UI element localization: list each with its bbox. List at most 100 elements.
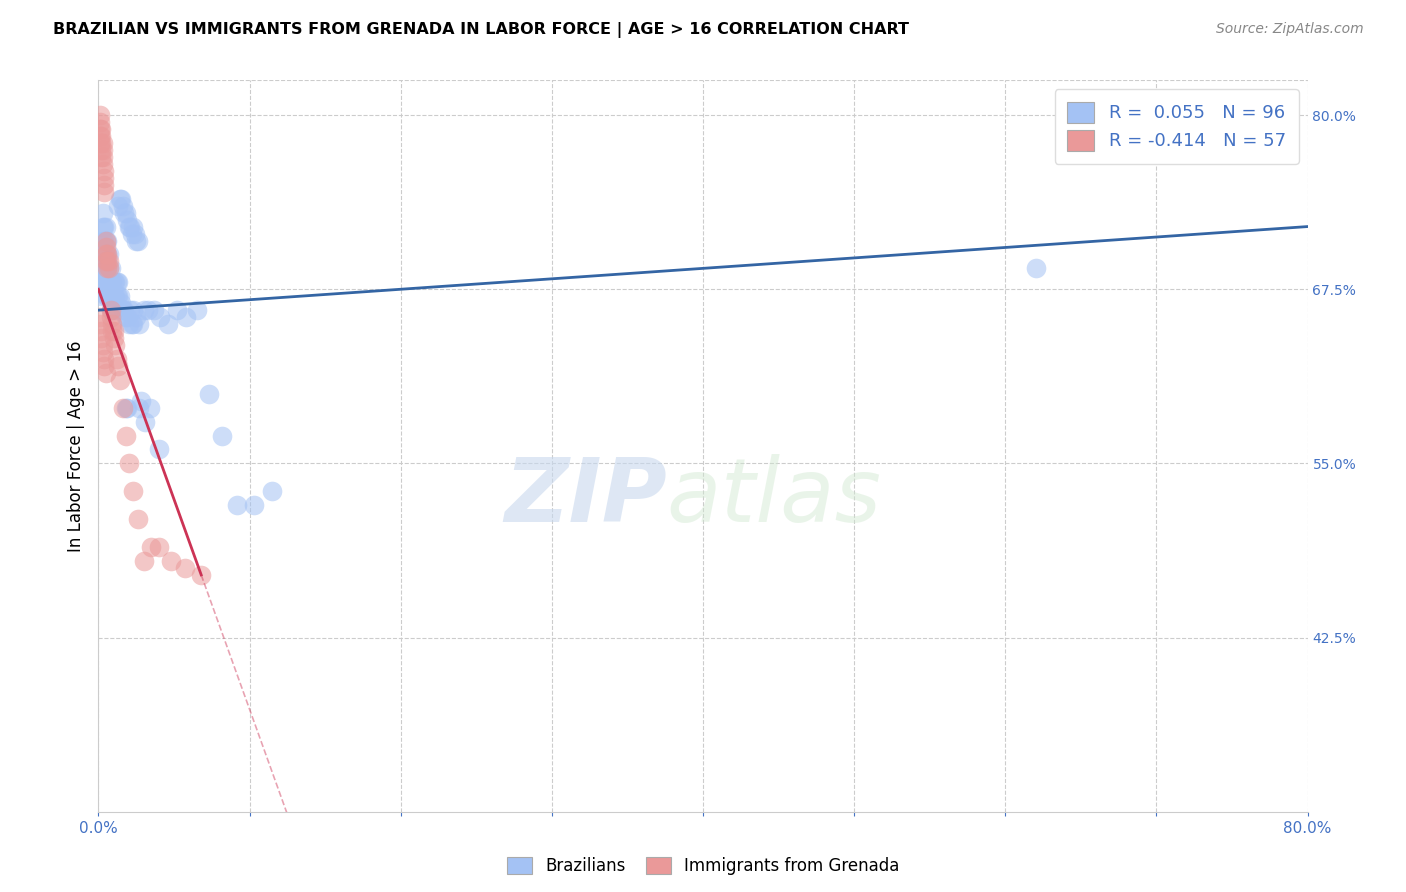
Point (122, 219, 145, 234)
Point (125, 310, 148, 325)
Point (111, 199, 134, 213)
Point (122, 484, 145, 499)
Point (114, 205, 136, 219)
Point (98, 261, 121, 276)
Point (105, 275, 128, 289)
Point (127, 512, 149, 526)
Point (103, 324, 125, 338)
Point (90, 289, 112, 303)
Point (89, 122, 111, 136)
Point (118, 219, 141, 234)
Point (101, 303, 124, 318)
Point (91, 143, 114, 157)
Point (128, 401, 150, 415)
Point (98, 261, 121, 276)
Point (120, 303, 142, 318)
Point (211, 428, 233, 442)
Point (93, 178, 115, 192)
Point (112, 205, 135, 219)
Point (91, 157, 114, 171)
Point (115, 310, 138, 325)
Text: BRAZILIAN VS IMMIGRANTS FROM GRENADA IN LABOR FORCE | AGE > 16 CORRELATION CHART: BRAZILIAN VS IMMIGRANTS FROM GRENADA IN … (53, 22, 910, 38)
Point (197, 386, 219, 401)
Point (93, 234, 115, 248)
Point (100, 261, 122, 276)
Y-axis label: In Labor Force | Age > 16: In Labor Force | Age > 16 (66, 340, 84, 552)
Point (94, 254, 117, 268)
Point (103, 289, 125, 303)
Point (98, 289, 121, 303)
Point (89, 115, 111, 129)
Point (89, 261, 111, 276)
Point (94, 234, 117, 248)
Point (105, 289, 128, 303)
Point (94, 261, 117, 276)
Point (100, 303, 122, 318)
Point (93, 219, 115, 234)
Point (108, 192, 131, 206)
Point (108, 289, 131, 303)
Point (160, 554, 183, 568)
Point (226, 498, 249, 512)
Point (91, 247, 114, 261)
Point (103, 303, 125, 318)
Point (114, 310, 136, 325)
Point (89, 108, 111, 122)
Point (107, 199, 129, 213)
Point (94, 234, 117, 248)
Point (101, 324, 124, 338)
Point (262, 484, 284, 499)
Point (103, 331, 125, 345)
Point (91, 205, 114, 219)
Point (91, 345, 114, 359)
Point (96, 247, 118, 261)
Point (121, 227, 143, 241)
Point (122, 303, 145, 318)
Point (107, 275, 129, 289)
Point (93, 170, 115, 185)
Point (93, 359, 115, 373)
Point (96, 289, 118, 303)
Point (104, 338, 127, 352)
Point (91, 150, 114, 164)
Point (96, 247, 118, 261)
Point (96, 275, 118, 289)
Point (96, 234, 118, 248)
Point (127, 234, 149, 248)
Point (111, 401, 134, 415)
Point (114, 428, 136, 442)
Point (129, 393, 152, 408)
Point (141, 540, 163, 554)
Point (96, 261, 118, 276)
Point (94, 247, 117, 261)
Point (94, 289, 117, 303)
Point (91, 261, 114, 276)
Point (110, 296, 132, 310)
Point (115, 212, 138, 227)
Point (118, 317, 141, 331)
Point (148, 540, 170, 554)
Point (139, 401, 162, 415)
Point (121, 317, 143, 331)
Point (148, 442, 170, 457)
Point (111, 303, 134, 318)
Point (91, 136, 114, 150)
Point (243, 498, 266, 512)
Point (94, 275, 117, 289)
Text: Source: ZipAtlas.com: Source: ZipAtlas.com (1216, 22, 1364, 37)
Point (100, 303, 122, 318)
Text: ZIP: ZIP (503, 454, 666, 541)
Point (143, 303, 166, 318)
Point (125, 234, 148, 248)
Point (93, 275, 115, 289)
Point (98, 247, 121, 261)
Point (91, 234, 114, 248)
Point (134, 415, 156, 429)
Point (89, 128, 111, 143)
Point (149, 310, 172, 325)
Point (174, 310, 197, 325)
Point (90, 122, 112, 136)
Legend: Brazilians, Immigrants from Grenada: Brazilians, Immigrants from Grenada (499, 849, 907, 884)
Point (91, 219, 114, 234)
Text: atlas: atlas (666, 454, 882, 541)
